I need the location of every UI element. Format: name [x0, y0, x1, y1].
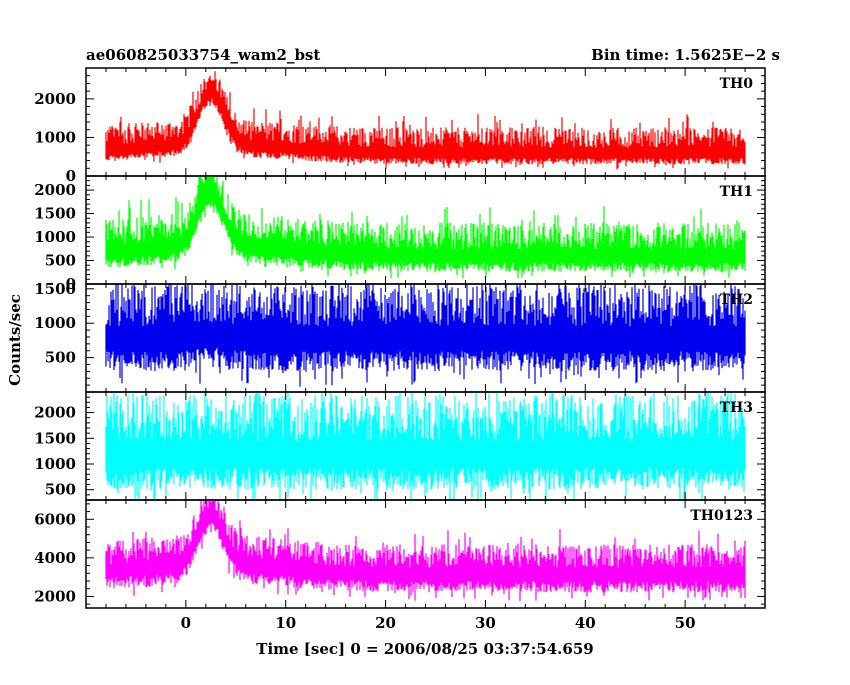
series-line-th1 — [105, 176, 746, 279]
y-tick-label: 1500 — [34, 429, 76, 447]
panel-label: TH0 — [720, 76, 754, 92]
panel-label: TH2 — [720, 292, 753, 308]
y-tick-label: 4000 — [34, 549, 76, 567]
y-tick-label: 0 — [66, 275, 76, 293]
bin-time-label: Bin time: 1.5625E−2 s — [591, 46, 780, 64]
y-tick-label: 500 — [45, 481, 76, 499]
series-line-th0123 — [105, 500, 746, 601]
series-line-th2 — [105, 284, 746, 387]
y-tick-label: 1500 — [34, 205, 76, 223]
panel-label: TH1 — [720, 184, 753, 200]
y-tick-label: 500 — [45, 349, 76, 367]
y-tick-label: 6000 — [34, 510, 76, 528]
x-tick-label: 20 — [375, 614, 396, 632]
y-tick-label: 1000 — [34, 314, 76, 332]
x-tick-label: 30 — [475, 614, 496, 632]
y-tick-label: 0 — [66, 167, 76, 185]
y-tick-label: 1000 — [34, 128, 76, 146]
y-tick-label: 2000 — [34, 90, 76, 108]
y-tick-label: 1500 — [34, 280, 76, 298]
chart-title: ae060825033754_wam2_bst — [86, 46, 320, 64]
y-tick-label: 1000 — [34, 455, 76, 473]
y-tick-label: 1000 — [34, 228, 76, 246]
x-tick-label: 10 — [275, 614, 296, 632]
x-tick-label: 0 — [181, 614, 191, 632]
panel-th0: 0 1000 2000 TH0 — [34, 67, 766, 185]
y-axis-title: Counts/sec — [6, 294, 24, 386]
panel-th3: 500 1000 1500 2000 TH3 — [34, 391, 766, 501]
y-tick-label: 2000 — [34, 587, 76, 605]
panel-label: TH0123 — [690, 508, 753, 524]
panel-th2: 500 1000 1500 TH2 — [34, 280, 766, 393]
panel-th1: 0 500 1000 1500 2000 TH1 — [34, 175, 766, 293]
y-tick-label: 500 — [45, 252, 76, 270]
series-line-th0 — [105, 71, 746, 170]
x-tick-label: 40 — [575, 614, 596, 632]
y-tick-label: 2000 — [34, 181, 76, 199]
x-tick-label: 50 — [675, 614, 696, 632]
panel-th0123: 2000 4000 6000 TH0123 — [34, 499, 766, 609]
x-axis-title: Time [sec] 0 = 2006/08/25 03:37:54.659 — [256, 640, 593, 658]
panel-label: TH3 — [720, 400, 753, 416]
series-line-th3 — [105, 392, 746, 500]
y-tick-label: 2000 — [34, 404, 76, 422]
